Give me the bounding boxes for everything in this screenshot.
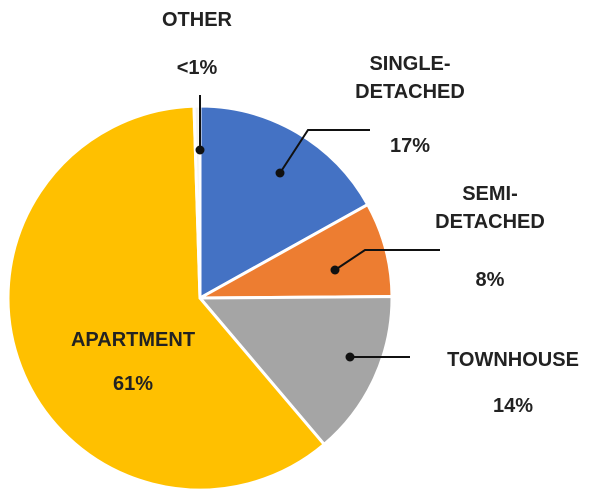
category-label: SEMI-DETACHED <box>435 183 545 233</box>
pie-slice <box>6 104 326 492</box>
category-label: APARTMENT <box>70 329 196 351</box>
pie-slice <box>198 295 394 446</box>
leader-line <box>334 249 440 271</box>
leader-dot <box>345 352 355 362</box>
leader-dot <box>330 265 340 275</box>
category-label: TOWNHOUSE <box>447 349 579 371</box>
value-label: 8% <box>475 269 505 291</box>
pie-slice <box>198 104 370 300</box>
leader-line <box>279 129 370 174</box>
value-label: 14% <box>492 395 534 417</box>
leader-dot <box>195 145 205 155</box>
value-label: <1% <box>176 57 218 79</box>
leader-dot <box>275 168 285 178</box>
category-label: SINGLE-DETACHED <box>355 53 465 103</box>
category-label: OTHER <box>162 9 232 31</box>
value-label: 61% <box>112 373 154 395</box>
value-label: 17% <box>389 135 431 157</box>
